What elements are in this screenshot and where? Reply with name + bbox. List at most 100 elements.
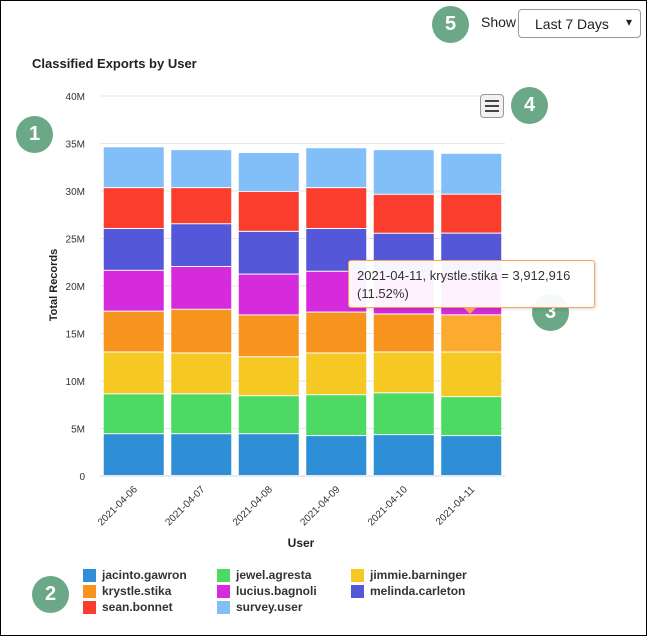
x-tick-label: 2021-04-07 [163, 484, 207, 528]
date-range-value: Last 7 Days [535, 16, 609, 32]
tooltip-line-1: 2021-04-11, krystle.stika = 3,912,916 [357, 268, 571, 283]
y-axis-label: Total Records [48, 249, 60, 322]
y-tick-label: 10M [66, 377, 85, 388]
legend-item[interactable]: sean.bonnet [83, 600, 173, 614]
bar-segment-lucius-bagnoli[interactable] [171, 267, 232, 309]
legend-swatch [83, 568, 96, 582]
bar-segment-sean-bonnet[interactable] [373, 194, 434, 233]
legend-label: jimmie.barninger [370, 568, 467, 582]
bar-segment-jewel-agresta[interactable] [238, 396, 299, 434]
y-tick-label: 5M [71, 425, 85, 436]
callout-badge-5: 5 [432, 6, 469, 43]
legend-item[interactable]: lucius.bagnoli [217, 584, 317, 598]
legend-item[interactable]: jacinto.gawron [83, 568, 187, 582]
bar-segment-sean-bonnet[interactable] [238, 191, 299, 231]
bar-segment-jacinto-gawron[interactable] [306, 436, 367, 475]
legend-swatch [217, 584, 230, 598]
chart-tooltip: 2021-04-11, krystle.stika = 3,912,916 (1… [348, 260, 595, 308]
x-axis-label: User [288, 536, 315, 550]
bar-segment-jacinto-gawron[interactable] [103, 434, 164, 475]
legend-item[interactable]: melinda.carleton [351, 584, 465, 598]
chevron-down-icon: ▾ [625, 15, 632, 29]
legend-label: survey.user [236, 600, 303, 614]
bar-segment-jimmie-barninger[interactable] [373, 352, 434, 393]
legend-swatch [83, 600, 96, 614]
legend-label: krystle.stika [102, 584, 172, 598]
x-tick-label: 2021-04-06 [96, 484, 140, 528]
bar-segment-sean-bonnet[interactable] [306, 188, 367, 228]
bar-segment-sean-bonnet[interactable] [171, 188, 232, 224]
legend-label: sean.bonnet [102, 600, 173, 614]
gridlines [100, 95, 505, 429]
y-tick-label: 15M [66, 330, 85, 341]
bar-segment-survey-user[interactable] [238, 153, 299, 191]
bar-segment-jimmie-barninger[interactable] [103, 352, 164, 394]
date-range-select[interactable]: Last 7 Days ▾ [518, 9, 641, 38]
x-tick-label: 2021-04-10 [366, 484, 410, 528]
bar-segment-survey-user[interactable] [441, 153, 502, 194]
bar-segment-jewel-agresta[interactable] [441, 397, 502, 436]
legend-item[interactable]: jimmie.barninger [351, 568, 467, 582]
hamburger-icon-line [485, 110, 499, 112]
chart-menu-button[interactable] [480, 94, 504, 118]
legend-item[interactable]: survey.user [217, 600, 303, 614]
bar-segment-jacinto-gawron[interactable] [238, 434, 299, 475]
y-tick-label: 35M [66, 140, 85, 151]
bar-segment-survey-user[interactable] [373, 150, 434, 194]
bar-segment-lucius-bagnoli[interactable] [103, 270, 164, 311]
bar-segment-krystle-stika[interactable] [306, 312, 367, 353]
callout-badge-4: 4 [511, 87, 548, 124]
bar-segment-jacinto-gawron[interactable] [171, 434, 232, 475]
bar-segment-survey-user[interactable] [171, 150, 232, 188]
bar-segment-melinda-carleton[interactable] [238, 231, 299, 274]
tooltip-line-2: (11.52%) [357, 286, 409, 301]
y-tick-label: 20M [66, 282, 85, 293]
bar-segment-jimmie-barninger[interactable] [171, 353, 232, 394]
show-label: Show [481, 14, 517, 30]
bar-segment-survey-user[interactable] [103, 147, 164, 188]
y-tick-label: 30M [66, 187, 85, 198]
chart-title: Classified Exports by User [32, 56, 197, 71]
legend-label: jewel.agresta [236, 568, 312, 582]
x-tick-label: 2021-04-11 [434, 484, 478, 528]
legend-swatch [83, 584, 96, 598]
x-tick-label: 2021-04-08 [231, 484, 275, 528]
bar-segment-lucius-bagnoli[interactable] [238, 274, 299, 315]
y-tick-label: 25M [66, 235, 85, 246]
bar-segment-jacinto-gawron[interactable] [373, 435, 434, 475]
bars [103, 147, 502, 475]
bar-segment-jimmie-barninger[interactable] [441, 352, 502, 397]
bar-segment-jimmie-barninger[interactable] [306, 353, 367, 395]
bar-segment-melinda-carleton[interactable] [171, 224, 232, 266]
bar-segment-krystle-stika[interactable] [373, 314, 434, 352]
bar-segment-krystle-stika[interactable] [171, 309, 232, 353]
bar-segment-jewel-agresta[interactable] [171, 394, 232, 434]
callout-badge-1: 1 [16, 116, 53, 153]
bar-segment-jewel-agresta[interactable] [103, 394, 164, 434]
legend-swatch [217, 600, 230, 614]
bar-segment-krystle-stika[interactable] [441, 315, 502, 352]
tooltip-pointer [463, 307, 477, 314]
bar-segment-krystle-stika[interactable] [103, 311, 164, 352]
y-axis-ticks: 0 5M 10M 15M 20M 25M 30M 35M 40M [66, 92, 86, 483]
legend-swatch [351, 568, 364, 582]
bar-segment-sean-bonnet[interactable] [441, 194, 502, 233]
y-tick-label: 40M [66, 92, 85, 103]
bar-segment-jewel-agresta[interactable] [373, 393, 434, 435]
bar-segment-melinda-carleton[interactable] [103, 229, 164, 270]
hamburger-icon-line [485, 100, 499, 102]
bar-segment-jimmie-barninger[interactable] [238, 357, 299, 396]
bar-segment-jacinto-gawron[interactable] [441, 436, 502, 475]
legend-item[interactable]: jewel.agresta [217, 568, 311, 582]
bar-segment-sean-bonnet[interactable] [103, 188, 164, 228]
legend-swatch [351, 584, 364, 598]
callout-badge-2: 2 [32, 576, 69, 613]
legend-label: melinda.carleton [370, 584, 466, 598]
legend-item[interactable]: krystle.stika [83, 584, 171, 598]
bar-segment-krystle-stika[interactable] [238, 315, 299, 357]
legend-label: lucius.bagnoli [236, 584, 317, 598]
legend-swatch [217, 568, 230, 582]
bar-segment-survey-user[interactable] [306, 148, 367, 188]
bar-segment-jewel-agresta[interactable] [306, 395, 367, 436]
y-tick-label: 0 [79, 472, 85, 483]
